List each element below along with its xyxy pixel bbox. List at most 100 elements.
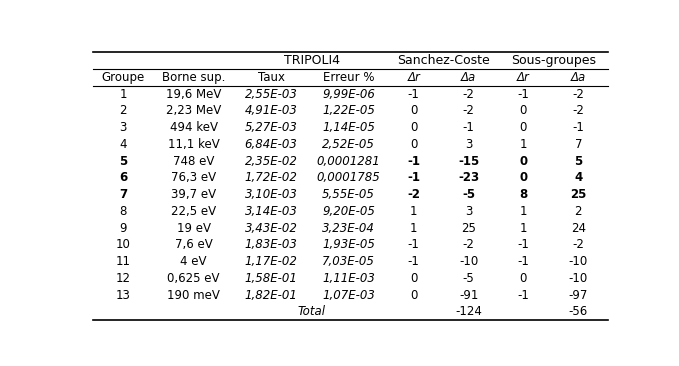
Text: 3,14E-03: 3,14E-03 xyxy=(244,205,297,218)
Text: 7: 7 xyxy=(119,188,127,201)
Text: TRIPOLI4: TRIPOLI4 xyxy=(284,54,340,67)
Text: 13: 13 xyxy=(115,288,130,302)
Text: 0: 0 xyxy=(410,288,418,302)
Text: -1: -1 xyxy=(517,238,530,251)
Text: -10: -10 xyxy=(569,255,588,268)
Text: 0: 0 xyxy=(410,272,418,285)
Text: 4: 4 xyxy=(574,171,583,184)
Text: Taux: Taux xyxy=(257,71,285,84)
Text: 1,93E-05: 1,93E-05 xyxy=(322,238,375,251)
Text: 76,3 eV: 76,3 eV xyxy=(171,171,216,184)
Text: 25: 25 xyxy=(461,221,476,235)
Text: Groupe: Groupe xyxy=(101,71,145,84)
Text: 748 eV: 748 eV xyxy=(173,155,215,168)
Text: 1,58E-01: 1,58E-01 xyxy=(244,272,297,285)
Text: 5: 5 xyxy=(574,155,583,168)
Text: 0: 0 xyxy=(410,104,418,117)
Text: Δa: Δa xyxy=(570,71,586,84)
Text: 0: 0 xyxy=(519,155,528,168)
Text: 1: 1 xyxy=(519,221,527,235)
Text: 1,14E-05: 1,14E-05 xyxy=(322,121,375,134)
Text: 3,10E-03: 3,10E-03 xyxy=(244,188,297,201)
Text: Δr: Δr xyxy=(517,71,530,84)
Text: 0,0001785: 0,0001785 xyxy=(316,171,380,184)
Text: 1,07E-03: 1,07E-03 xyxy=(322,288,375,302)
Text: 3: 3 xyxy=(120,121,126,134)
Text: -2: -2 xyxy=(462,104,475,117)
Text: -2: -2 xyxy=(572,104,584,117)
Text: -5: -5 xyxy=(462,188,475,201)
Text: 0: 0 xyxy=(519,171,528,184)
Text: -97: -97 xyxy=(568,288,588,302)
Text: Sous-groupes: Sous-groupes xyxy=(511,54,596,67)
Text: Total: Total xyxy=(297,305,325,318)
Text: -1: -1 xyxy=(408,238,420,251)
Text: 3: 3 xyxy=(465,205,473,218)
Text: -2: -2 xyxy=(462,238,475,251)
Text: 39,7 eV: 39,7 eV xyxy=(171,188,216,201)
Text: 1: 1 xyxy=(120,88,127,101)
Text: 5: 5 xyxy=(119,155,127,168)
Text: 8: 8 xyxy=(120,205,126,218)
Text: 1: 1 xyxy=(410,221,418,235)
Text: -2: -2 xyxy=(572,238,584,251)
Text: 9,20E-05: 9,20E-05 xyxy=(322,205,375,218)
Text: 24: 24 xyxy=(571,221,586,235)
Text: Sanchez-Coste: Sanchez-Coste xyxy=(397,54,490,67)
Text: 0: 0 xyxy=(519,104,527,117)
Text: 2,35E-02: 2,35E-02 xyxy=(244,155,297,168)
Text: 6: 6 xyxy=(119,171,127,184)
Text: Δa: Δa xyxy=(461,71,476,84)
Text: 8: 8 xyxy=(519,188,528,201)
Text: 7,03E-05: 7,03E-05 xyxy=(322,255,375,268)
Text: 0,625 eV: 0,625 eV xyxy=(167,272,220,285)
Text: -1: -1 xyxy=(407,171,420,184)
Text: 6,84E-03: 6,84E-03 xyxy=(244,138,297,151)
Text: 19 eV: 19 eV xyxy=(177,221,210,235)
Text: 11: 11 xyxy=(115,255,130,268)
Text: 190 meV: 190 meV xyxy=(167,288,220,302)
Text: -5: -5 xyxy=(462,272,475,285)
Text: 1: 1 xyxy=(410,205,418,218)
Text: -1: -1 xyxy=(408,255,420,268)
Text: -23: -23 xyxy=(458,171,479,184)
Text: 2,23 MeV: 2,23 MeV xyxy=(166,104,221,117)
Text: -2: -2 xyxy=(462,88,475,101)
Text: 1,72E-02: 1,72E-02 xyxy=(244,171,297,184)
Text: 7,6 eV: 7,6 eV xyxy=(175,238,213,251)
Text: -1: -1 xyxy=(517,288,530,302)
Text: Erreur %: Erreur % xyxy=(323,71,374,84)
Text: -2: -2 xyxy=(572,88,584,101)
Text: Borne sup.: Borne sup. xyxy=(162,71,225,84)
Text: -1: -1 xyxy=(407,155,420,168)
Text: 494 keV: 494 keV xyxy=(170,121,217,134)
Text: 9: 9 xyxy=(120,221,127,235)
Text: 11,1 keV: 11,1 keV xyxy=(168,138,219,151)
Text: 3: 3 xyxy=(465,138,473,151)
Text: 1,17E-02: 1,17E-02 xyxy=(244,255,297,268)
Text: 19,6 MeV: 19,6 MeV xyxy=(166,88,221,101)
Text: 1,22E-05: 1,22E-05 xyxy=(322,104,375,117)
Text: 7: 7 xyxy=(574,138,582,151)
Text: -1: -1 xyxy=(517,88,530,101)
Text: 22,5 eV: 22,5 eV xyxy=(171,205,216,218)
Text: Δr: Δr xyxy=(407,71,420,84)
Text: 2,52E-05: 2,52E-05 xyxy=(322,138,375,151)
Text: 25: 25 xyxy=(570,188,587,201)
Text: 3,43E-02: 3,43E-02 xyxy=(244,221,297,235)
Text: 9,99E-06: 9,99E-06 xyxy=(322,88,375,101)
Text: -10: -10 xyxy=(459,255,478,268)
Text: -10: -10 xyxy=(569,272,588,285)
Text: 1,83E-03: 1,83E-03 xyxy=(244,238,297,251)
Text: 2: 2 xyxy=(120,104,127,117)
Text: 2: 2 xyxy=(574,205,582,218)
Text: 0: 0 xyxy=(410,138,418,151)
Text: 10: 10 xyxy=(115,238,130,251)
Text: 4 eV: 4 eV xyxy=(181,255,207,268)
Text: -124: -124 xyxy=(455,305,482,318)
Text: -56: -56 xyxy=(569,305,588,318)
Text: 2,55E-03: 2,55E-03 xyxy=(244,88,297,101)
Text: 1: 1 xyxy=(519,138,527,151)
Text: -1: -1 xyxy=(517,255,530,268)
Text: 4,91E-03: 4,91E-03 xyxy=(244,104,297,117)
